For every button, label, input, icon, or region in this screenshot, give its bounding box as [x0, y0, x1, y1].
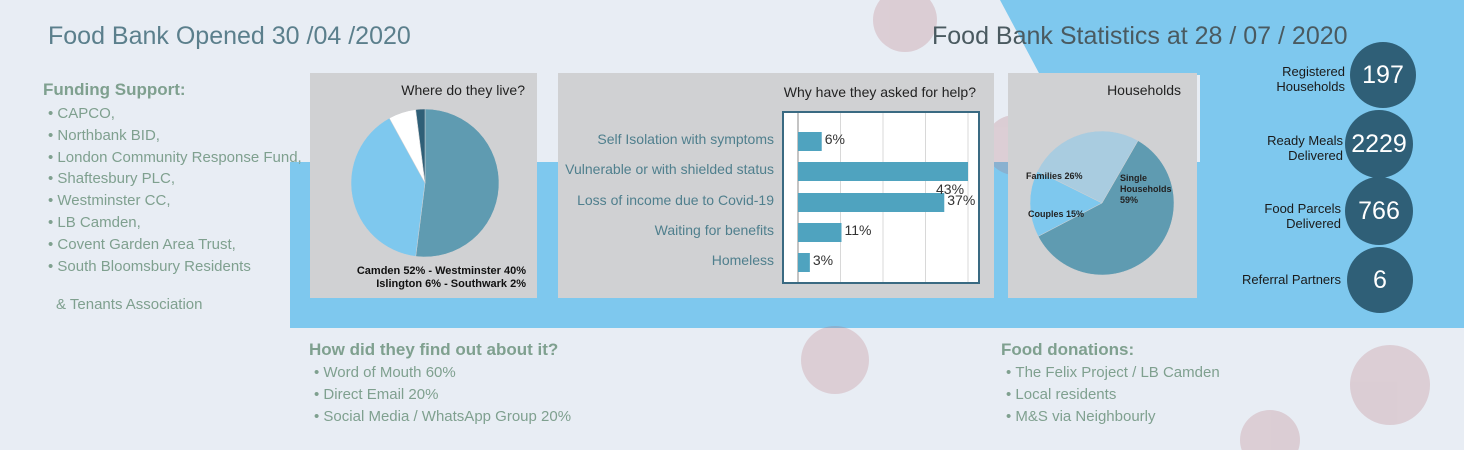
- page-title-left: Food Bank Opened 30 /04 /2020: [48, 22, 411, 50]
- pie-label: Couples 15%: [1028, 209, 1084, 219]
- list-item: Social Media / WhatsApp Group 20%: [314, 406, 571, 428]
- bar-category-label: Vulnerable or with shielded status: [565, 161, 774, 177]
- find-out-heading: How did they find out about it?: [309, 340, 559, 359]
- bar-value-label: 43%: [936, 181, 965, 197]
- blue-corner: [1000, 0, 1464, 328]
- live-legend-line: Camden 52% - Westminster 40%: [356, 265, 526, 277]
- list-item: Westminster CC,: [48, 190, 302, 212]
- bar: [798, 193, 945, 212]
- list-item: Local residents: [1006, 384, 1220, 406]
- bar-category-label: Self Isolation with symptoms: [597, 131, 774, 147]
- donations-heading: Food donations:: [1001, 340, 1135, 359]
- pie-slice-westminster: [350, 117, 426, 257]
- list-item: CAPCO,: [48, 103, 302, 125]
- pie-label: Families 26%: [1026, 171, 1083, 181]
- bar-value-label: 3%: [812, 252, 834, 268]
- list-item: Shaftesbury PLC,: [48, 168, 302, 190]
- funding-heading: Funding Support:: [43, 80, 186, 99]
- households-chart-panel: Households Single Households 59% Couples 15…: [1008, 73, 1197, 298]
- stat-label: Referral Partners: [1242, 272, 1341, 287]
- stat-value-circle: 197: [1350, 42, 1416, 108]
- bar: [798, 253, 810, 272]
- list-item: LB Camden,: [48, 212, 302, 234]
- help-chart-title: Why have they asked for help?: [783, 84, 976, 100]
- live-chart-panel: Where do they live? Camden 52% - Westmin…: [310, 73, 537, 298]
- pie-slice-southwark: [415, 108, 426, 184]
- live-chart-title: Where do they live?: [401, 82, 525, 98]
- pie-slice-couples: [1029, 170, 1103, 237]
- households-chart-title: Households: [1107, 82, 1181, 98]
- bar-category-label: Waiting for benefits: [654, 222, 774, 238]
- list-item: Northbank BID,: [48, 125, 302, 147]
- live-legend-line: Islington 6% - Southwark 2%: [376, 278, 526, 290]
- page-title-right: Food Bank Statistics at 28 / 07 / 2020: [932, 22, 1348, 50]
- bar-value-label: 11%: [844, 222, 872, 238]
- stat-value-circle: 766: [1345, 177, 1413, 245]
- list-item: South Bloomsbury Residents: [48, 256, 302, 278]
- find-out-list: Word of Mouth 60% Direct Email 20% Socia…: [314, 362, 571, 427]
- stat-value-circle: 6: [1347, 247, 1413, 313]
- stat-label: Food Parcels Delivered: [1264, 201, 1341, 231]
- donations-list: The Felix Project / LB Camden Local resi…: [1006, 362, 1220, 428]
- list-item: Direct Email 20%: [314, 384, 571, 406]
- help-chart-plot-area: [782, 111, 980, 284]
- bar-category-label: Loss of income due to Covid-19: [577, 192, 774, 208]
- virus-decoration-icon: [801, 0, 1430, 450]
- households-pie-chart: Single Households 59% Couples 15% Families 2…: [1026, 130, 1175, 276]
- list-item: London Community Response Fund,: [48, 147, 301, 169]
- list-item: The Felix Project / LB Camden: [1006, 362, 1219, 384]
- bar-value-label: 6%: [824, 131, 845, 147]
- live-legend: Camden 52% - Westminster 40% Islington 6…: [340, 265, 526, 291]
- stat-value-circle: 2229: [1345, 110, 1413, 178]
- live-pie-chart: [350, 108, 500, 258]
- stat-label: Ready Meals Delivered: [1267, 133, 1343, 163]
- pie-slice-camden: [415, 108, 500, 258]
- stat-label: Registered Households: [1276, 64, 1345, 94]
- bar: [798, 223, 842, 242]
- funding-list: CAPCO, Northbank BID, London Community R…: [48, 103, 302, 278]
- pie-slice-single-households: [1037, 140, 1175, 276]
- list-item: Covent Garden Area Trust,: [48, 234, 302, 256]
- bar-value-label: 37%: [947, 192, 976, 208]
- pie-label: Single Households 59%: [1120, 173, 1172, 205]
- bar: [798, 132, 822, 151]
- list-item: Word of Mouth 60%: [314, 362, 571, 384]
- bar: [798, 162, 968, 181]
- help-bar-chart: [797, 113, 969, 282]
- pie-slice-families: [1037, 130, 1139, 204]
- list-item: M&S via Neighbourly: [1006, 406, 1220, 428]
- bar-category-label: Homeless: [711, 252, 774, 268]
- funding-continuation: & Tenants Association: [56, 296, 203, 313]
